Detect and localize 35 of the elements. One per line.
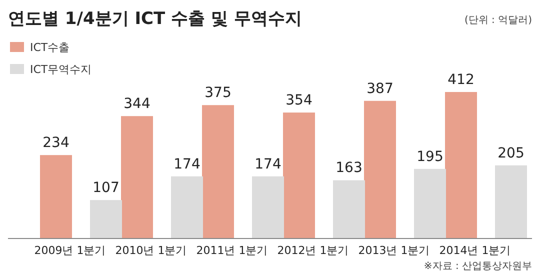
bar [364, 100, 396, 238]
data-label: 234 [42, 135, 70, 152]
bar [171, 176, 203, 238]
data-label: 387 [366, 80, 394, 97]
data-label: 375 [204, 85, 232, 102]
data-label: 412 [448, 72, 474, 88]
bar [121, 116, 153, 238]
bar [414, 168, 446, 238]
bar [445, 92, 477, 238]
legend-label: ICT수출 [30, 41, 70, 54]
x-tick-label: 2013년 1분기 [358, 244, 430, 257]
bar [333, 180, 365, 238]
x-tick-label: 2010년 1분기 [115, 244, 187, 257]
text: ※자료 : 산업통상자원부 [424, 261, 532, 272]
data-label: 174 [174, 156, 200, 172]
x-tick-label: 2012년 1분기 [277, 244, 349, 257]
x-tick-label: 2009년 1분기 [34, 244, 106, 257]
legend-label: ICT무역수지 [30, 63, 92, 76]
data-label: 163 [336, 160, 362, 176]
bar [252, 176, 284, 238]
data-label: 354 [286, 92, 312, 109]
bar [202, 105, 234, 238]
chart-title: 연도별 1/4분기 ICT 수출 및 무역수지 [8, 9, 302, 29]
data-label: 344 [124, 96, 150, 112]
x-tick-label: 2011년 1분기 [196, 244, 268, 257]
data-label: 195 [416, 148, 444, 165]
data-label: 107 [92, 180, 120, 196]
chart-subtitle: (단위 : 억달러) [464, 15, 532, 26]
data-label: 174 [254, 156, 282, 172]
bar [40, 155, 72, 238]
bar [283, 112, 315, 238]
bar [90, 200, 122, 238]
bar [495, 165, 527, 238]
data-label: 205 [498, 145, 524, 162]
x-tick-label: 2014년 1분기 [439, 244, 511, 257]
